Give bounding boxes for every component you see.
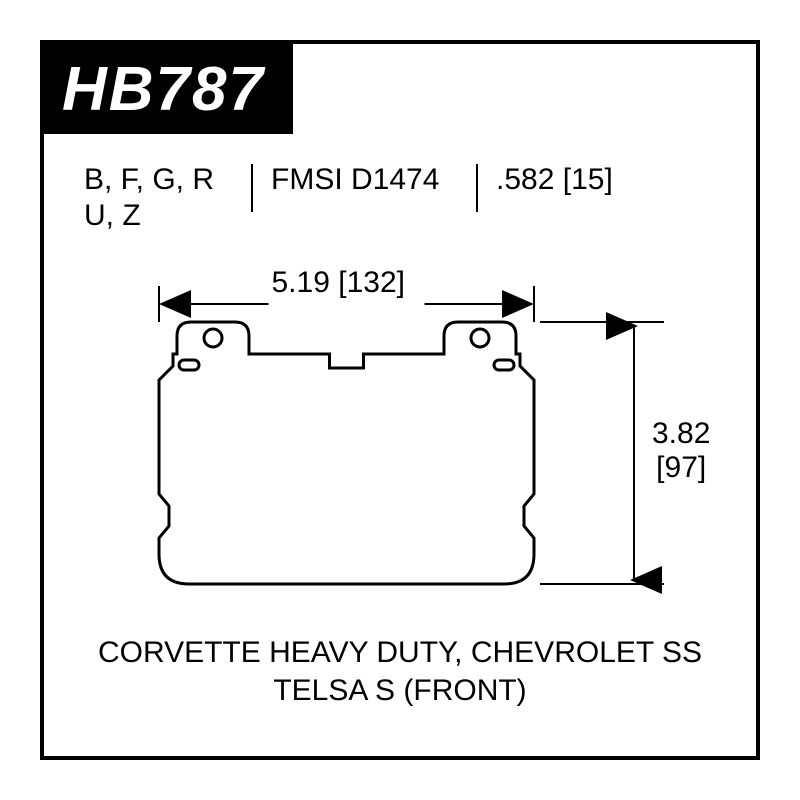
diagram-svg xyxy=(44,44,764,764)
diagram-frame: HB787 B, F, G, R U, Z FMSI D1474 .582 [1… xyxy=(40,40,760,760)
